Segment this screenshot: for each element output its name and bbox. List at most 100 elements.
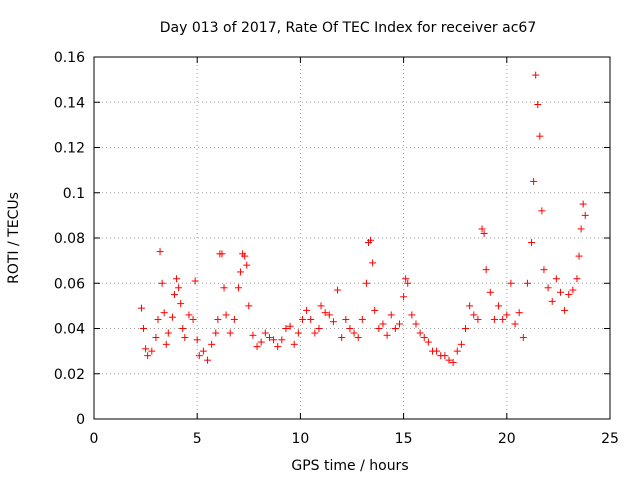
data-point (257, 338, 265, 346)
data-point (193, 336, 201, 344)
data-point (548, 297, 556, 305)
data-point (540, 266, 548, 274)
data-point (303, 306, 311, 314)
data-point (237, 268, 245, 276)
data-point (565, 291, 573, 299)
data-point (175, 284, 183, 292)
data-point (412, 320, 420, 328)
y-tick-label: 0.04 (54, 322, 85, 338)
data-point (261, 329, 269, 337)
data-point (142, 345, 150, 353)
data-point (400, 293, 408, 301)
data-point (168, 313, 176, 321)
data-point (177, 300, 185, 308)
data-point (204, 356, 212, 364)
data-point (495, 302, 503, 310)
data-point (338, 334, 346, 342)
x-tick-label: 10 (291, 431, 309, 447)
data-point (278, 336, 286, 344)
y-tick-label: 0.12 (54, 141, 85, 157)
data-point (569, 286, 577, 294)
data-point (137, 304, 145, 312)
data-point (243, 261, 251, 269)
data-point (317, 302, 325, 310)
y-axis-label: ROTI / TECUs (6, 192, 22, 284)
data-point (241, 252, 249, 260)
data-point (311, 329, 319, 337)
data-point (274, 343, 282, 351)
data-point (445, 356, 453, 364)
data-point (556, 288, 564, 296)
data-point (408, 311, 416, 319)
data-point (404, 279, 412, 287)
data-point (457, 340, 465, 348)
data-point (249, 331, 257, 339)
data-point (346, 325, 354, 332)
data-point (480, 229, 488, 237)
data-point (148, 347, 156, 355)
data-point (511, 320, 519, 328)
data-point (470, 311, 478, 319)
data-point (478, 225, 486, 233)
data-point (218, 250, 226, 258)
data-point (536, 132, 544, 140)
data-point (462, 325, 470, 332)
data-point (154, 315, 162, 323)
data-point (191, 277, 199, 285)
data-point (575, 252, 583, 260)
data-point (371, 306, 379, 314)
data-point (325, 311, 333, 319)
data-point (290, 340, 298, 348)
data-point (170, 291, 178, 299)
data-point (226, 329, 234, 337)
data-point (528, 239, 536, 247)
data-point (530, 177, 538, 185)
data-point (162, 340, 170, 348)
chart-title: Day 013 of 2017, Rate Of TEC Index for r… (160, 20, 536, 36)
data-point (441, 352, 449, 360)
data-point (561, 306, 569, 314)
data-point (395, 320, 403, 328)
data-point (156, 248, 164, 256)
data-point (245, 302, 253, 310)
data-point (538, 207, 546, 215)
data-point (503, 311, 511, 319)
x-tick-label: 0 (90, 431, 99, 447)
data-point (265, 334, 273, 342)
data-point (140, 325, 148, 332)
data-points (137, 71, 589, 366)
data-point (383, 331, 391, 339)
data-point (294, 329, 302, 337)
data-point (179, 325, 187, 332)
data-point (544, 284, 552, 292)
data-point (416, 329, 424, 337)
data-point (482, 266, 490, 274)
data-point (375, 325, 383, 332)
data-point (424, 338, 432, 346)
data-point (577, 225, 585, 233)
data-point (507, 279, 515, 287)
y-tick-label: 0.06 (54, 276, 85, 292)
data-point (160, 309, 168, 317)
data-point (321, 309, 329, 317)
data-point (212, 329, 220, 337)
data-point (466, 302, 474, 310)
data-point (387, 311, 395, 319)
y-tick-label: 0.08 (54, 231, 85, 247)
y-axis-ticks: 0 0.02 0.04 0.06 0.08 0.1 0.12 0.14 0.16 (54, 50, 610, 428)
data-point (234, 284, 242, 292)
data-point (515, 309, 523, 317)
plot-frame (93, 56, 611, 420)
data-point (391, 325, 399, 332)
data-point (552, 275, 560, 283)
data-point (222, 311, 230, 319)
data-point (519, 334, 527, 342)
data-point (449, 358, 457, 366)
data-point (534, 101, 542, 109)
data-point (474, 315, 482, 323)
x-axis-ticks: 0 5 10 15 20 25 (90, 57, 619, 447)
data-point (152, 334, 160, 342)
data-point (342, 315, 350, 323)
data-point (230, 315, 238, 323)
